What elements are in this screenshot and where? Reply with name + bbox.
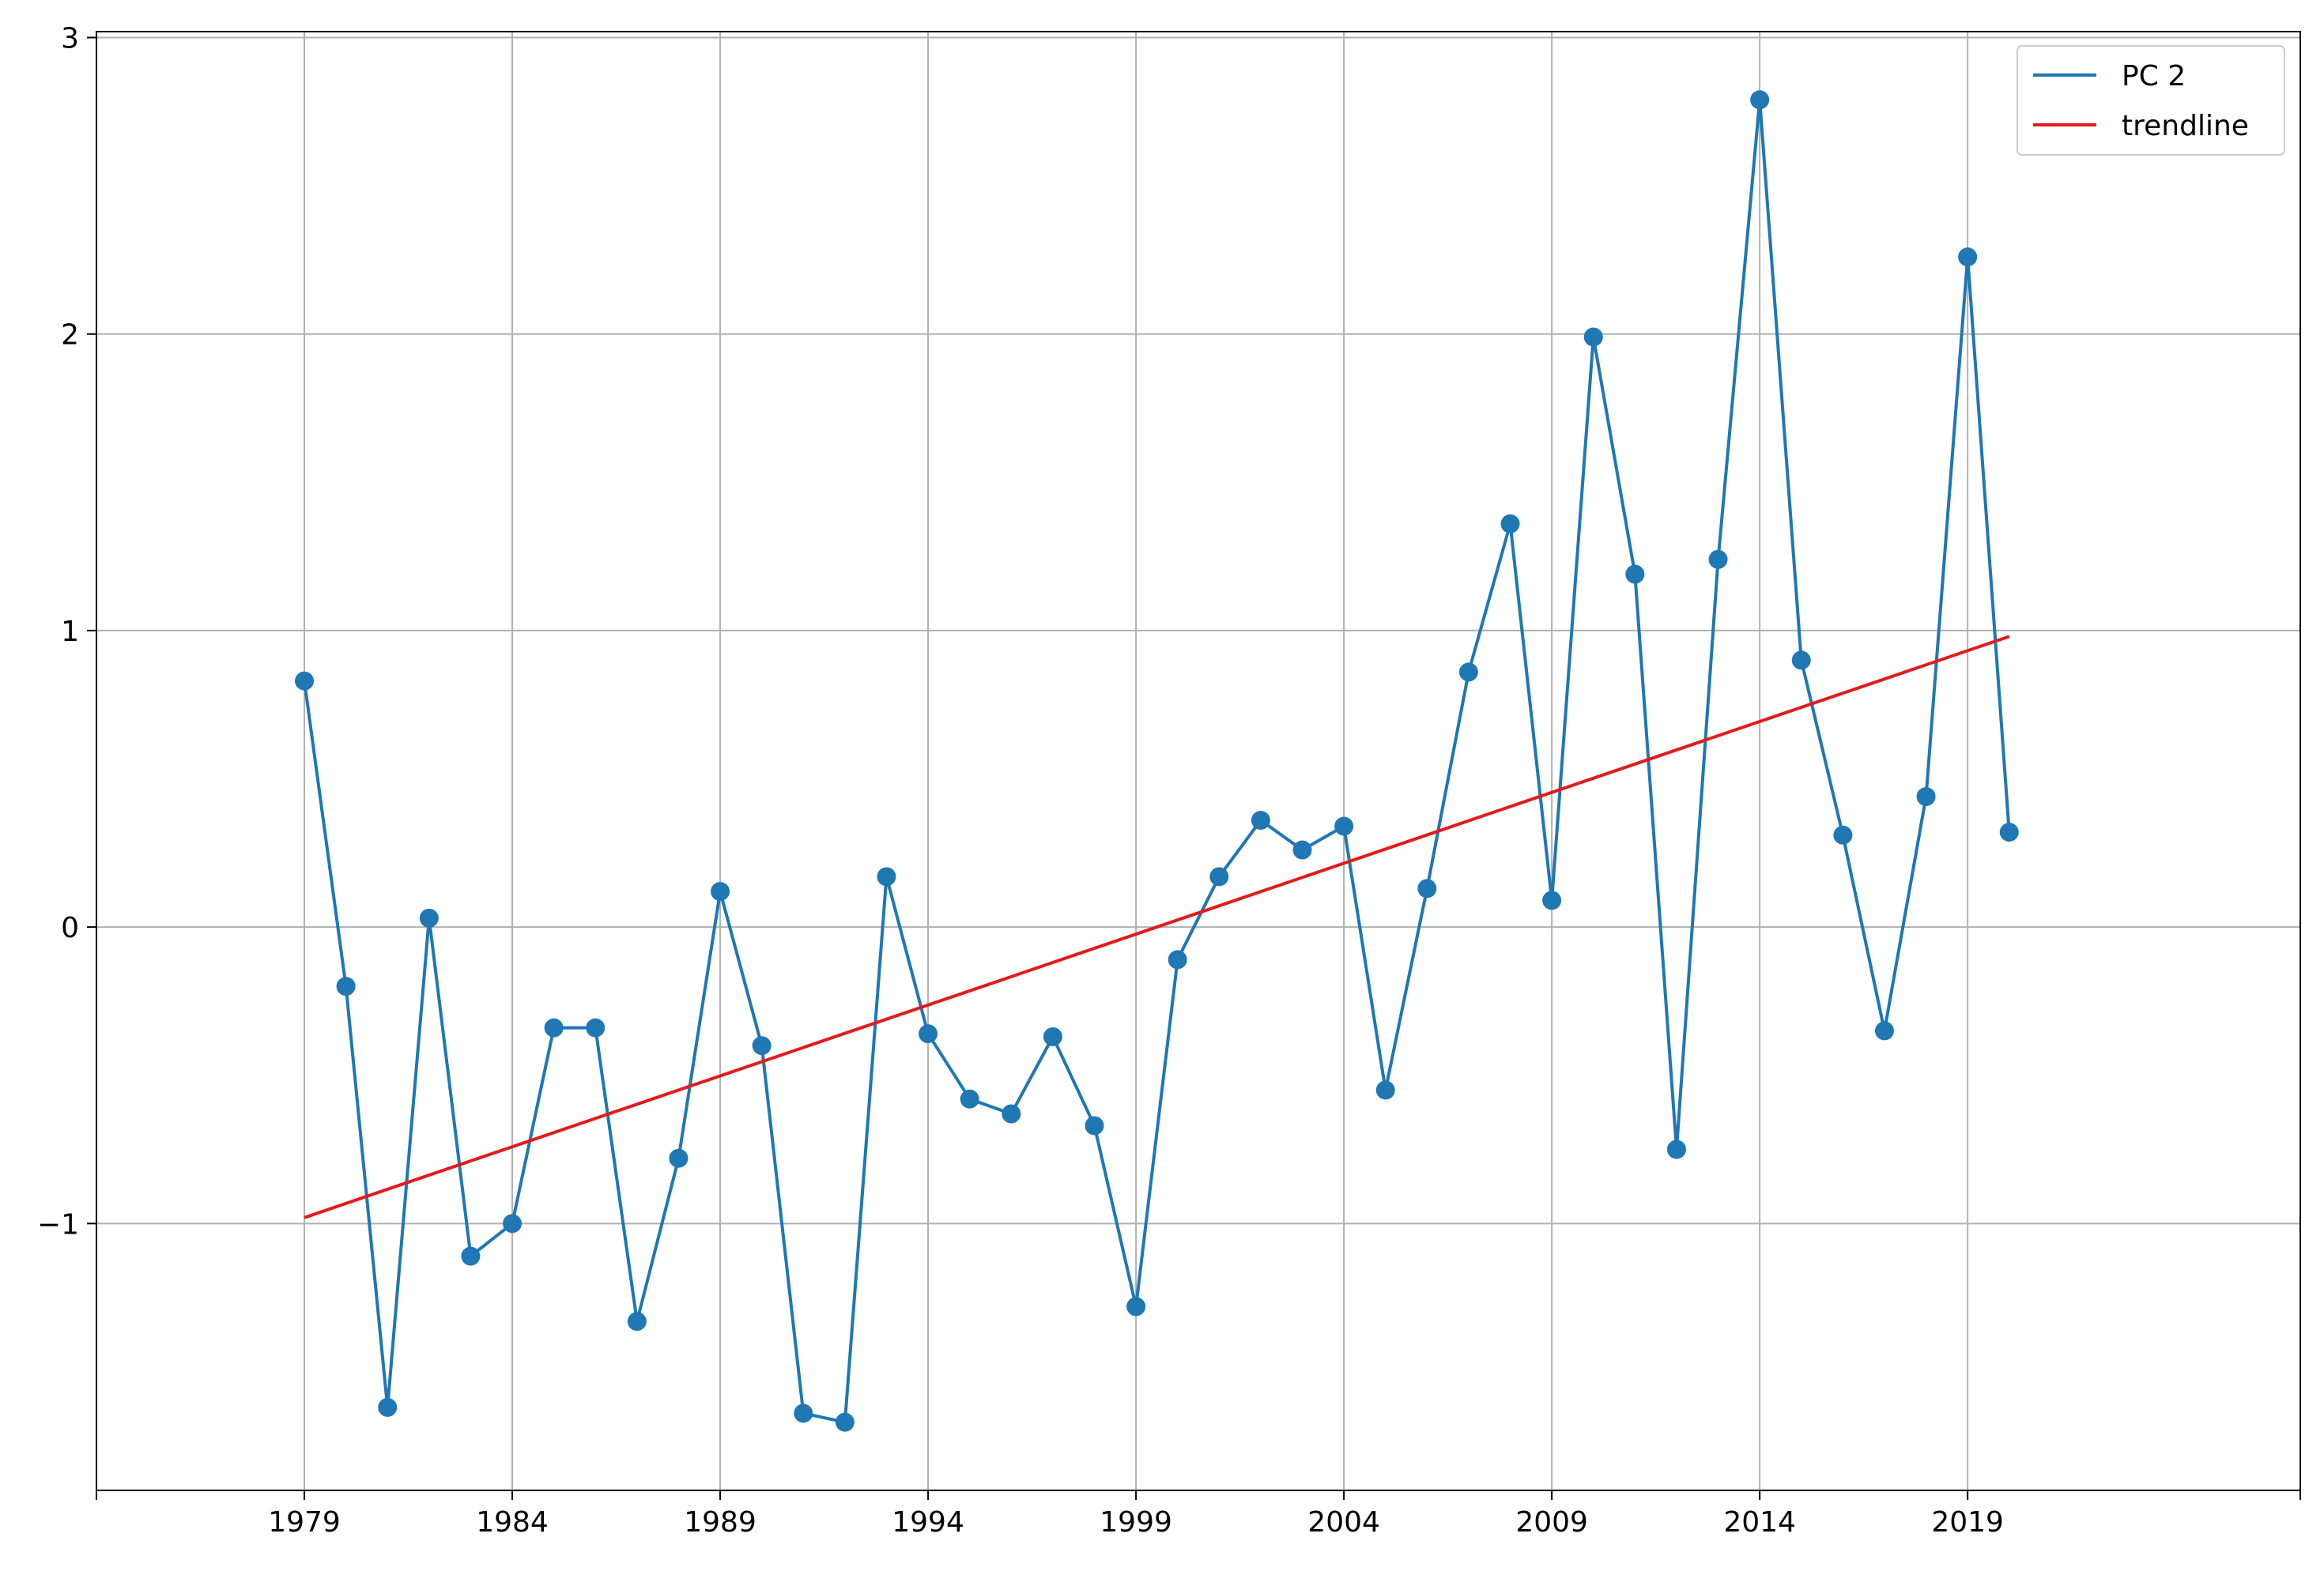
data-point-pc2 xyxy=(835,1412,855,1432)
x-tick-label: 2014 xyxy=(1723,1506,1796,1539)
data-point-pc2 xyxy=(752,1036,772,1056)
data-point-pc2 xyxy=(1002,1104,1021,1124)
data-point-pc2 xyxy=(1375,1080,1395,1100)
data-point-pc2 xyxy=(1999,823,2019,842)
x-tick-label: 1989 xyxy=(684,1506,756,1539)
data-point-pc2 xyxy=(1251,811,1270,831)
legend: PC 2 trendline xyxy=(2017,45,2285,156)
data-point-pc2 xyxy=(1666,1140,1686,1159)
data-point-pc2 xyxy=(1209,867,1229,887)
x-tick-label: 1999 xyxy=(1100,1506,1172,1539)
x-tick-label: 1984 xyxy=(476,1506,549,1539)
data-point-pc2 xyxy=(1085,1116,1104,1136)
data-point-pc2 xyxy=(1168,950,1187,970)
data-point-pc2 xyxy=(1542,891,1562,910)
data-point-pc2 xyxy=(1043,1027,1062,1046)
x-tick-label: 1979 xyxy=(268,1506,341,1539)
y-tick-label: 2 xyxy=(61,319,79,352)
data-point-pc2 xyxy=(336,977,356,996)
data-point-pc2 xyxy=(1708,549,1728,569)
x-tick-label: 1994 xyxy=(892,1506,964,1539)
data-point-pc2 xyxy=(586,1018,606,1038)
data-point-pc2 xyxy=(1833,825,1853,845)
grid-lines xyxy=(96,32,2300,1490)
data-point-pc2 xyxy=(1292,840,1312,860)
data-point-pc2 xyxy=(1417,879,1437,899)
data-point-pc2 xyxy=(378,1397,398,1417)
x-tick-label: 2019 xyxy=(1931,1506,2004,1539)
x-tick-label: 2004 xyxy=(1307,1506,1380,1539)
x-tick-label: 2009 xyxy=(1515,1506,1588,1539)
data-point-pc2 xyxy=(1458,662,1478,682)
data-point-pc2 xyxy=(960,1089,979,1109)
data-point-pc2 xyxy=(1750,90,1770,110)
y-tick-label: 1 xyxy=(61,616,79,648)
data-point-pc2 xyxy=(1334,816,1354,836)
data-point-pc2 xyxy=(877,867,896,887)
data-point-pc2 xyxy=(1874,1021,1894,1041)
data-point-pc2 xyxy=(419,908,439,928)
data-point-pc2 xyxy=(1916,787,1936,807)
data-point-pc2 xyxy=(794,1403,813,1423)
legend-box xyxy=(2017,45,2285,156)
data-point-pc2 xyxy=(1791,650,1811,670)
y-tick-label: 0 xyxy=(61,912,79,944)
y-tick-label: −1 xyxy=(37,1208,79,1241)
legend-label-trendline: trendline xyxy=(2122,110,2249,142)
data-point-pc2 xyxy=(1625,564,1645,584)
data-point-pc2 xyxy=(627,1312,647,1332)
data-point-pc2 xyxy=(295,671,315,691)
series-layer xyxy=(295,90,2019,1432)
data-point-pc2 xyxy=(544,1018,564,1038)
data-point-pc2 xyxy=(461,1246,481,1266)
data-point-pc2 xyxy=(1958,247,1978,267)
data-point-pc2 xyxy=(669,1148,689,1168)
axes-frame xyxy=(96,31,2301,1491)
data-point-pc2 xyxy=(919,1024,938,1044)
y-tick-label: 3 xyxy=(61,23,79,55)
data-point-pc2 xyxy=(1500,514,1520,533)
data-point-pc2 xyxy=(503,1214,523,1234)
data-point-pc2 xyxy=(711,882,730,902)
data-point-pc2 xyxy=(1583,327,1603,347)
legend-label-pc2: PC 2 xyxy=(2122,60,2186,92)
axis-ticks: 1979 1984 1989 1994 1999 2004 2009 2014 2019 −1 0 1… xyxy=(37,23,2301,1539)
data-point-pc2 xyxy=(1126,1297,1146,1317)
series-line-trendline xyxy=(304,635,2010,1219)
